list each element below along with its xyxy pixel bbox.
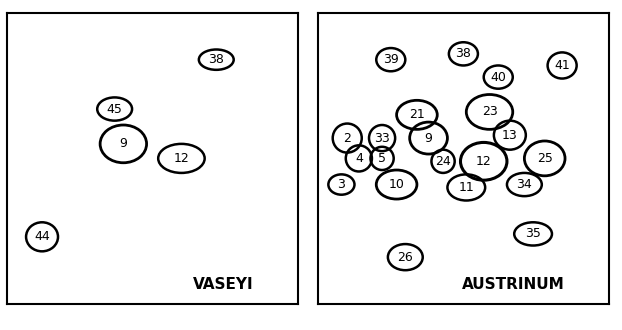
Text: 23: 23: [481, 106, 498, 118]
Text: 39: 39: [383, 53, 399, 66]
Text: 41: 41: [554, 59, 570, 72]
Text: 5: 5: [378, 152, 386, 165]
Text: 9: 9: [119, 137, 128, 150]
Text: 34: 34: [516, 178, 532, 191]
Text: 21: 21: [409, 108, 425, 121]
Text: 4: 4: [355, 152, 363, 165]
Text: 38: 38: [455, 48, 471, 60]
Text: 24: 24: [435, 155, 451, 168]
Text: 11: 11: [458, 181, 474, 194]
Text: 33: 33: [374, 132, 390, 145]
Text: 12: 12: [174, 152, 189, 165]
Text: 44: 44: [34, 230, 50, 243]
Text: 12: 12: [476, 155, 491, 168]
Text: 3: 3: [338, 178, 345, 191]
Text: AUSTRINUM: AUSTRINUM: [462, 277, 565, 292]
Text: 9: 9: [425, 132, 432, 145]
Text: VASEYI: VASEYI: [193, 277, 254, 292]
Text: 35: 35: [525, 227, 541, 240]
Text: 2: 2: [343, 132, 351, 145]
Text: 45: 45: [107, 103, 123, 115]
Text: 25: 25: [537, 152, 552, 165]
Text: 40: 40: [490, 71, 506, 83]
Text: 13: 13: [502, 129, 518, 142]
Text: 10: 10: [389, 178, 404, 191]
Text: 26: 26: [397, 251, 413, 264]
Text: 38: 38: [208, 53, 224, 66]
